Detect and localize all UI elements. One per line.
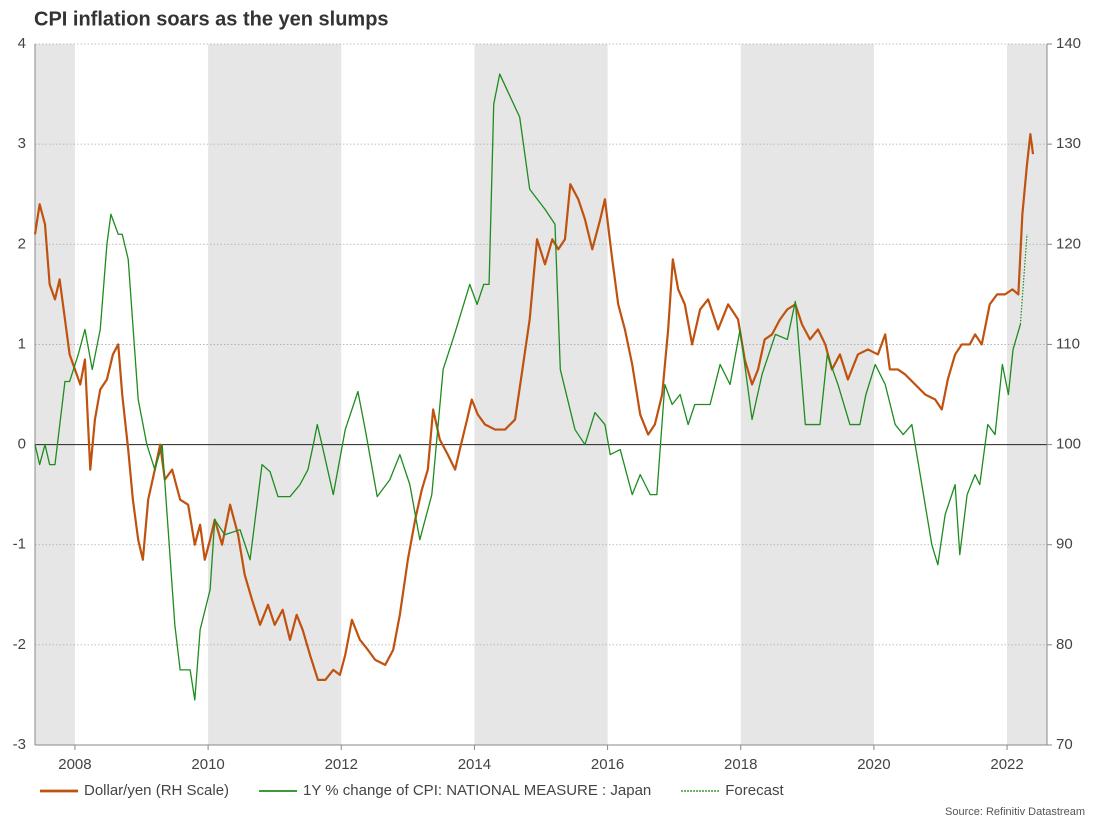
shade-band (1007, 44, 1047, 745)
y-tick-label: 0 (18, 436, 26, 453)
x-tick-label: 2008 (58, 756, 91, 773)
legend-label: Forecast (725, 782, 784, 799)
shade-band (208, 44, 342, 745)
y2-tick-label: 130 (1056, 135, 1081, 152)
y2-tick-label: 140 (1056, 35, 1081, 52)
y-tick-label: -1 (13, 536, 26, 553)
plot-area (35, 43, 1047, 746)
x-tick-label: 2016 (591, 756, 624, 773)
y-tick-label: -3 (13, 736, 26, 753)
y2-tick-label: 80 (1056, 636, 1073, 653)
x-tick-label: 2020 (857, 756, 890, 773)
y2-tick-label: 100 (1056, 436, 1081, 453)
y2-tick-label: 120 (1056, 235, 1081, 252)
legend-label: 1Y % change of CPI: NATIONAL MEASURE : J… (303, 782, 651, 799)
series-line (1019, 234, 1028, 325)
y2-tick-label: 90 (1056, 536, 1073, 553)
y-tick-label: -2 (13, 636, 26, 653)
legend-label: Dollar/yen (RH Scale) (84, 782, 229, 799)
y-tick-label: 2 (18, 235, 26, 252)
x-tick-label: 2022 (990, 756, 1023, 773)
shade-band (740, 44, 874, 745)
series-line (33, 133, 1035, 682)
x-tick-label: 2010 (191, 756, 224, 773)
y-tick-label: 4 (18, 35, 26, 52)
shade-band (474, 44, 608, 745)
x-tick-label: 2012 (325, 756, 358, 773)
y2-tick-label: 110 (1056, 335, 1080, 352)
series-line (34, 73, 1021, 701)
chart-title: CPI inflation soars as the yen slumps (34, 8, 389, 30)
y-tick-label: 3 (18, 135, 26, 152)
x-tick-label: 2014 (458, 756, 491, 773)
y2-tick-label: 70 (1056, 736, 1073, 753)
shade-band (35, 44, 75, 745)
x-tick-label: 2018 (724, 756, 757, 773)
y-tick-label: 1 (18, 335, 26, 352)
source: Source: Refinitiv Datastream (945, 806, 1085, 818)
